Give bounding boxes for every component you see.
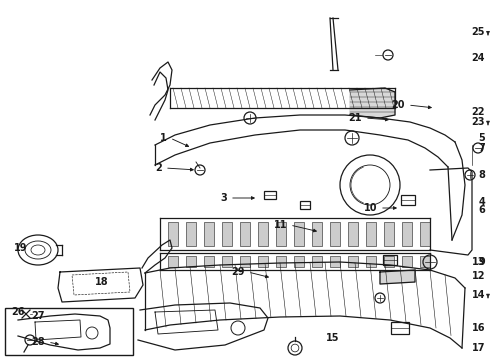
Bar	[348, 222, 358, 246]
Text: 18: 18	[96, 277, 109, 287]
Text: 23: 23	[471, 117, 485, 127]
Bar	[258, 256, 268, 267]
Text: 9: 9	[478, 257, 485, 267]
Text: 5: 5	[478, 133, 485, 143]
Text: 26: 26	[11, 307, 25, 317]
Bar	[383, 255, 397, 265]
Text: 29: 29	[231, 267, 245, 277]
Bar	[330, 256, 340, 267]
Bar	[330, 222, 340, 246]
Bar	[420, 256, 430, 267]
Bar	[204, 222, 214, 246]
Bar	[348, 256, 358, 267]
Bar	[240, 222, 250, 246]
Text: 15: 15	[325, 333, 339, 343]
Bar	[300, 201, 310, 209]
Bar	[276, 222, 286, 246]
Text: 4: 4	[478, 197, 485, 207]
Bar	[276, 256, 286, 267]
Text: 13: 13	[471, 257, 485, 267]
Text: 22: 22	[471, 107, 485, 117]
Bar	[391, 322, 409, 334]
Text: 7: 7	[478, 143, 485, 153]
Bar	[366, 222, 376, 246]
Bar	[168, 222, 178, 246]
Text: 6: 6	[478, 205, 485, 215]
Polygon shape	[380, 270, 415, 284]
Text: 20: 20	[392, 100, 405, 110]
Text: 16: 16	[471, 323, 485, 333]
Bar	[168, 256, 178, 267]
Text: 19: 19	[14, 243, 27, 253]
Text: 8: 8	[478, 170, 485, 180]
Bar	[366, 256, 376, 267]
Bar	[401, 195, 415, 205]
Bar	[312, 222, 322, 246]
Bar	[5, 308, 133, 355]
Text: 11: 11	[273, 220, 287, 230]
Bar	[420, 222, 430, 246]
Text: 1: 1	[160, 133, 167, 143]
Text: 24: 24	[471, 53, 485, 63]
Bar	[240, 256, 250, 267]
Text: 10: 10	[364, 203, 377, 213]
Text: 2: 2	[155, 163, 162, 173]
Text: 17: 17	[471, 343, 485, 353]
Bar	[294, 222, 304, 246]
Bar	[222, 256, 232, 267]
Bar	[402, 256, 412, 267]
Text: 12: 12	[471, 271, 485, 281]
Bar	[312, 256, 322, 267]
Bar	[384, 256, 394, 267]
Bar	[204, 256, 214, 267]
Polygon shape	[350, 88, 395, 118]
Text: 21: 21	[348, 113, 362, 123]
Text: 3: 3	[220, 193, 227, 203]
Text: 14: 14	[471, 290, 485, 300]
Bar	[384, 222, 394, 246]
Bar	[222, 222, 232, 246]
Text: 27: 27	[31, 311, 45, 321]
Text: 25: 25	[471, 27, 485, 37]
Bar	[294, 256, 304, 267]
Text: 28: 28	[31, 337, 45, 347]
Bar	[258, 222, 268, 246]
Bar	[402, 222, 412, 246]
Bar	[186, 222, 196, 246]
Bar	[186, 256, 196, 267]
Bar	[264, 191, 276, 199]
